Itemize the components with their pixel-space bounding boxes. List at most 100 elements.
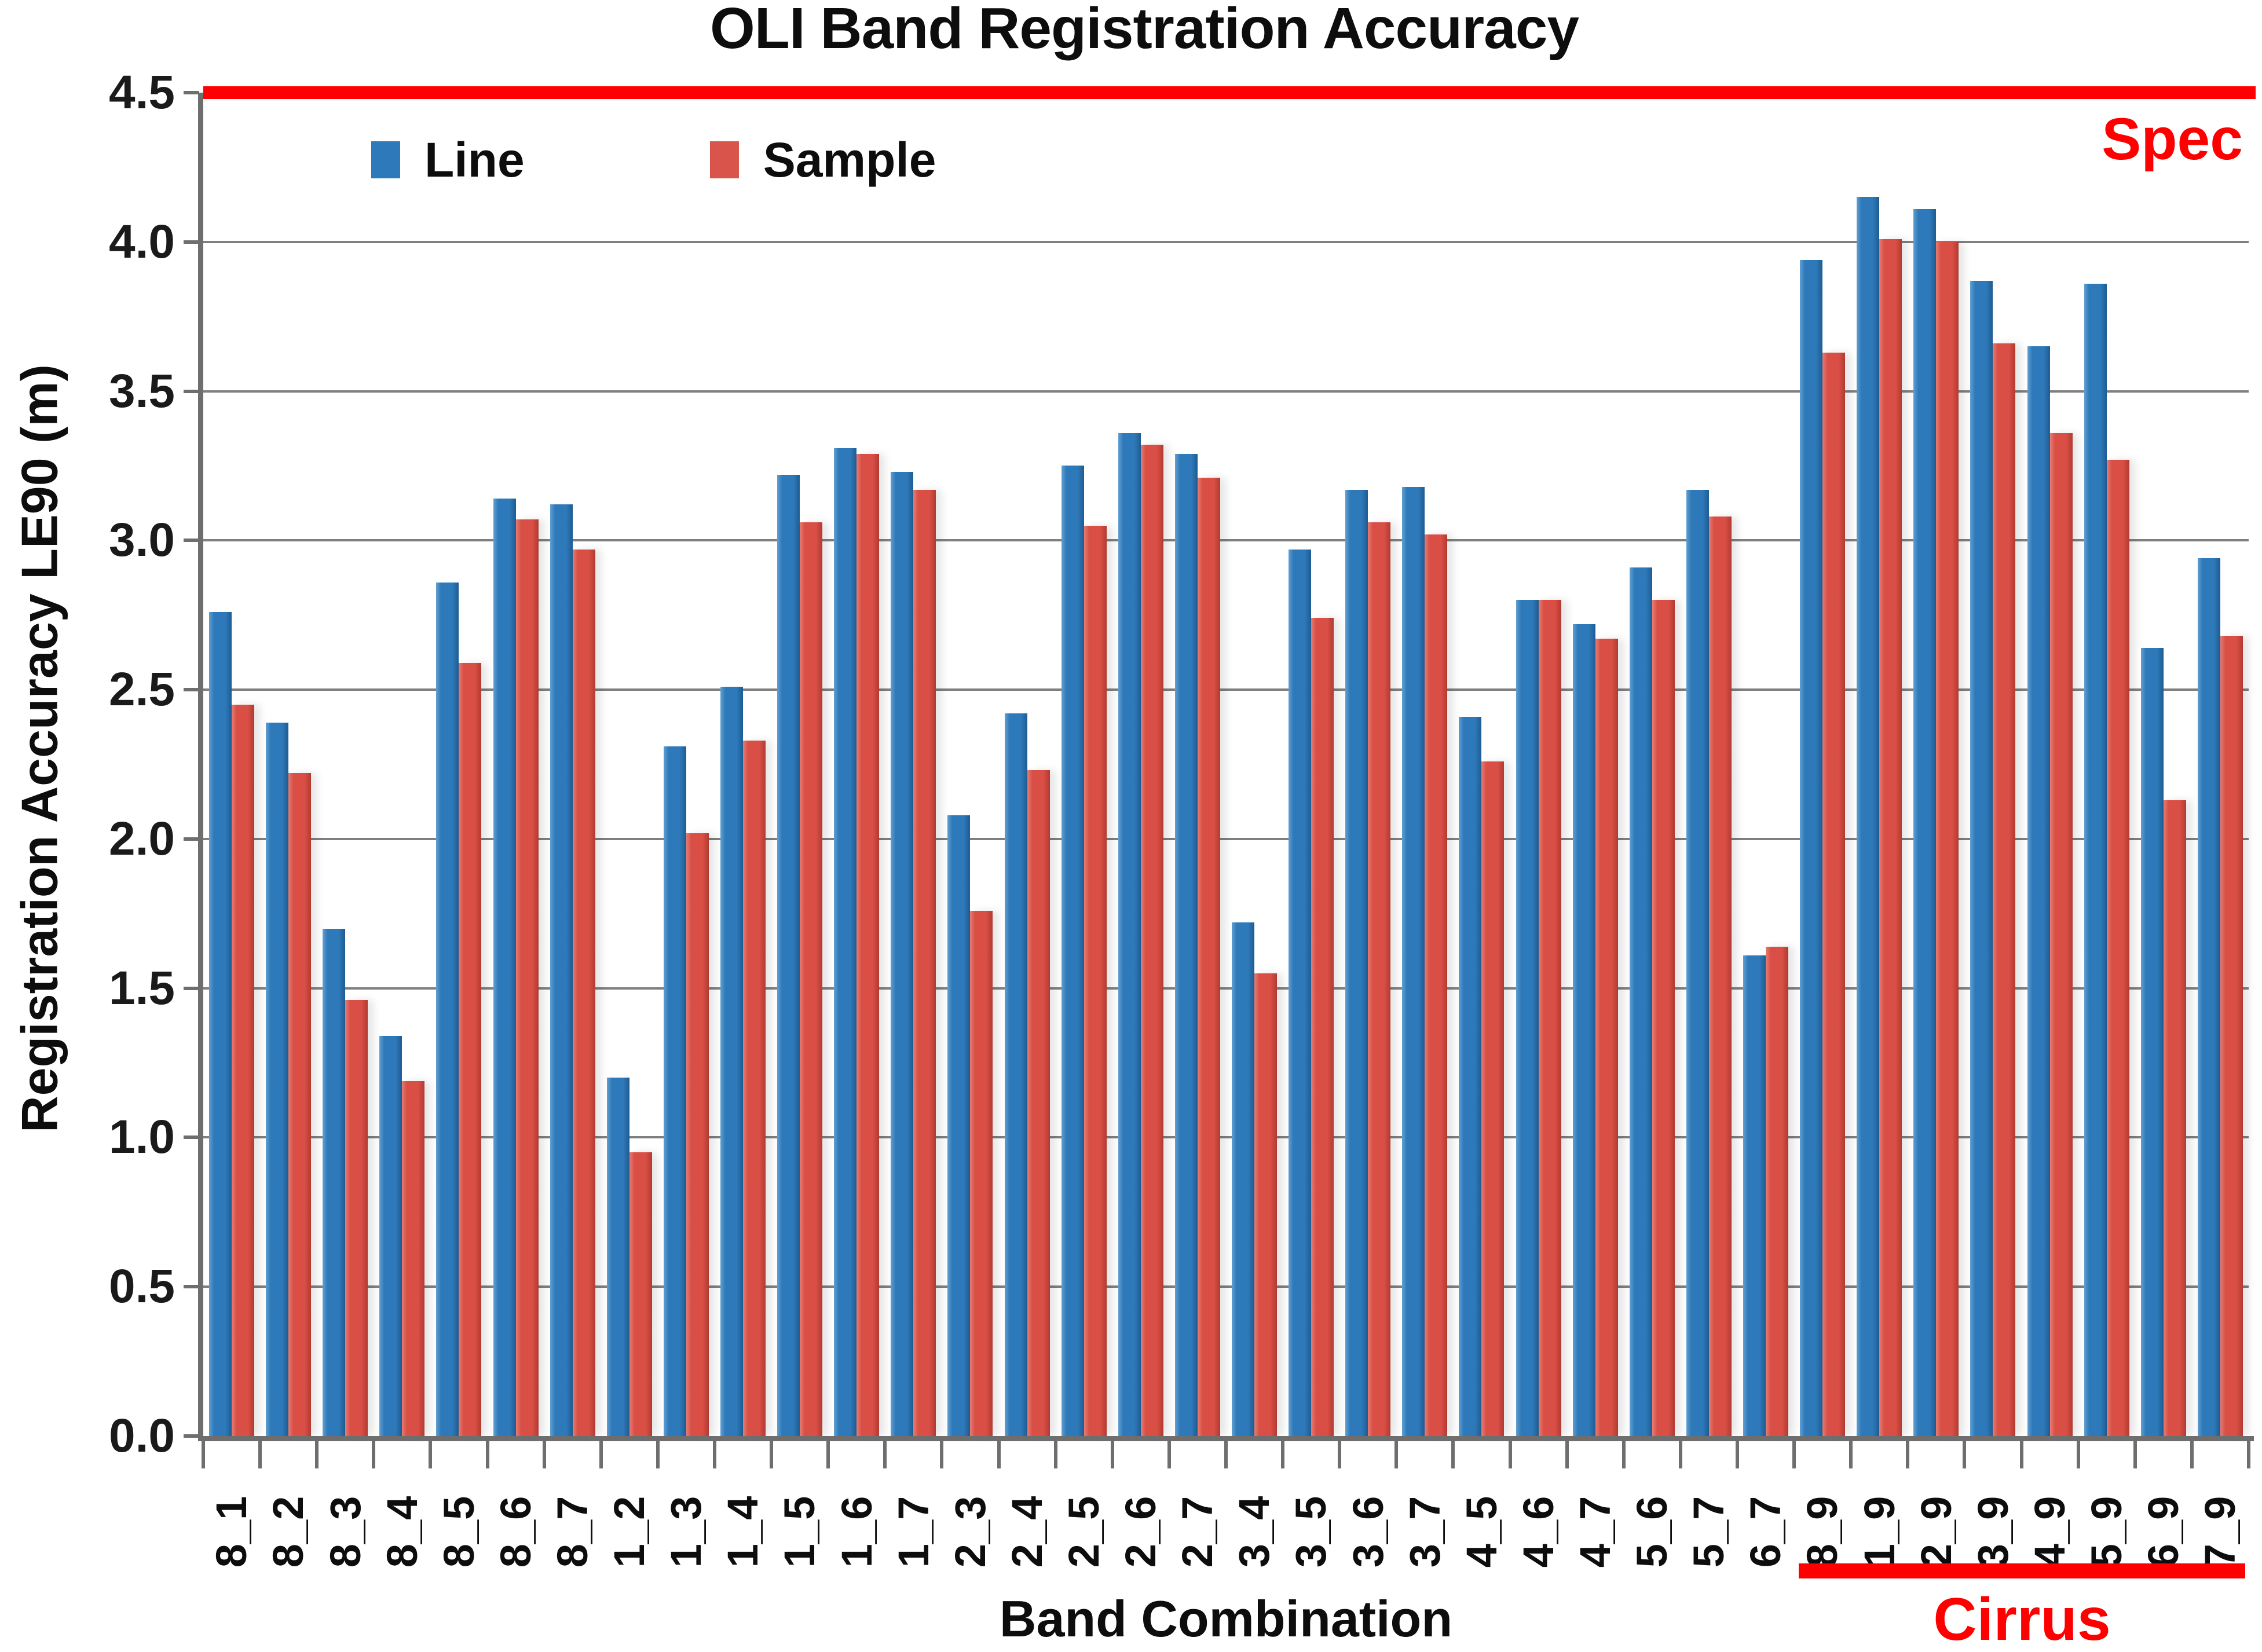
- bar-line-4_9: [2027, 346, 2050, 1436]
- y-tick-label-4.0: 4.0: [109, 215, 175, 268]
- bar-line-7_9: [2197, 558, 2220, 1436]
- spec-limit-line: [203, 86, 2256, 99]
- y-tick-mark-0.0: [184, 1434, 199, 1438]
- bar-group-2_4: [999, 93, 1056, 1436]
- x-tick-mark-12: [883, 1437, 887, 1468]
- bar-group-1_7: [885, 93, 942, 1436]
- bars-layer: [203, 93, 2249, 1436]
- bar-sample-8_2: [288, 773, 312, 1436]
- plot-area: Spec: [198, 86, 2256, 1441]
- y-tick-mark-1.5: [184, 986, 199, 990]
- gridline-3.5: [203, 390, 2249, 393]
- x-tick-mark-30: [1906, 1437, 1910, 1468]
- bar-group-7_9: [2192, 93, 2249, 1436]
- gridline-0.5: [203, 1285, 2249, 1288]
- bar-group-1_2: [601, 93, 658, 1436]
- legend-line-label: Line: [424, 133, 525, 187]
- bar-line-2_6: [1118, 433, 1141, 1436]
- x-tick-mark-10: [770, 1437, 774, 1468]
- x-tick-mark-28: [1792, 1437, 1796, 1468]
- bar-sample-8_4: [402, 1080, 425, 1436]
- bar-line-4_5: [1459, 716, 1482, 1436]
- x-tick-mark-8: [656, 1437, 660, 1468]
- x-tick-mark-3: [372, 1437, 376, 1468]
- bar-sample-8_1: [232, 704, 255, 1436]
- bar-line-2_9: [1913, 209, 1937, 1436]
- bar-line-2_5: [1061, 466, 1084, 1436]
- bar-line-8_4: [379, 1036, 402, 1436]
- y-tick-label-0.5: 0.5: [109, 1260, 175, 1313]
- bar-line-1_3: [663, 746, 686, 1436]
- gridline-2.5: [203, 688, 2249, 691]
- y-tick-label-3.5: 3.5: [109, 364, 175, 417]
- bar-line-5_6: [1629, 567, 1652, 1436]
- x-tick-mark-1: [258, 1437, 262, 1468]
- bar-group-8_1: [203, 93, 260, 1436]
- bar-sample-1_9: [1879, 239, 1902, 1436]
- bar-group-1_9: [1851, 93, 1908, 1436]
- bar-sample-2_9: [1936, 241, 1959, 1436]
- bar-line-4_7: [1572, 624, 1595, 1436]
- x-tick-mark-36: [2247, 1437, 2250, 1468]
- bar-group-4_9: [2022, 93, 2078, 1436]
- y-tick-label-1.0: 1.0: [109, 1111, 175, 1164]
- y-tick-mark-1.0: [184, 1135, 199, 1140]
- bar-line-3_7: [1402, 486, 1425, 1436]
- bar-group-3_6: [1339, 93, 1396, 1436]
- bar-sample-3_9: [1993, 343, 2016, 1436]
- bar-line-8_2: [266, 722, 289, 1436]
- x-tick-mark-2: [315, 1437, 319, 1468]
- bar-group-1_5: [771, 93, 828, 1436]
- bar-group-8_2: [260, 93, 317, 1436]
- bar-line-1_4: [720, 686, 744, 1436]
- x-tick-mark-24: [1565, 1437, 1569, 1468]
- cirrus-underline: [1799, 1563, 2245, 1578]
- bar-group-2_6: [1112, 93, 1169, 1436]
- bar-line-8_1: [209, 612, 232, 1436]
- bar-sample-8_5: [459, 662, 482, 1436]
- bar-line-8_5: [436, 582, 459, 1436]
- bar-sample-6_9: [2163, 800, 2186, 1436]
- bar-group-4_5: [1453, 93, 1510, 1436]
- bar-group-5_6: [1624, 93, 1681, 1436]
- x-tick-label-text: 7_9: [2196, 1496, 2245, 1567]
- bar-line-5_7: [1686, 489, 1709, 1436]
- bar-group-8_5: [430, 93, 487, 1436]
- x-tick-mark-4: [429, 1437, 433, 1468]
- bar-line-2_4: [1004, 713, 1027, 1436]
- x-tick-mark-19: [1281, 1437, 1285, 1468]
- bar-line-2_3: [947, 815, 971, 1436]
- bar-group-1_6: [828, 93, 885, 1436]
- legend-item-sample: Sample: [709, 135, 936, 184]
- bar-sample-8_7: [572, 549, 595, 1436]
- bar-sample-4_9: [2049, 433, 2073, 1436]
- bar-group-8_7: [544, 93, 601, 1436]
- bar-group-3_5: [1283, 93, 1339, 1436]
- y-tick-mark-3.0: [184, 539, 199, 543]
- bar-line-2_7: [1174, 453, 1198, 1436]
- bar-sample-2_5: [1084, 525, 1107, 1436]
- x-tick-mark-20: [1338, 1437, 1342, 1468]
- bar-sample-5_6: [1652, 600, 1675, 1436]
- x-axis-title: Band Combination: [999, 1590, 1453, 1647]
- bar-group-6_7: [1737, 93, 1794, 1436]
- bar-group-2_3: [942, 93, 998, 1436]
- x-axis-line: [198, 1436, 2254, 1441]
- y-tick-label-3.0: 3.0: [109, 514, 175, 567]
- x-tick-mark-14: [997, 1437, 1001, 1468]
- gridline-3.0: [203, 539, 2249, 542]
- x-tick-mark-0: [202, 1437, 205, 1468]
- bar-sample-1_4: [743, 740, 766, 1436]
- x-tick-mark-27: [1736, 1437, 1739, 1468]
- legend-item-line: Line: [371, 135, 525, 184]
- bar-line-1_9: [1857, 197, 1880, 1436]
- bar-sample-1_6: [857, 453, 880, 1436]
- x-tick-mark-15: [1053, 1437, 1057, 1468]
- x-tick-mark-23: [1508, 1437, 1512, 1468]
- x-tick-mark-5: [485, 1437, 489, 1468]
- x-tick-mark-11: [826, 1437, 830, 1468]
- bar-sample-8_9: [1822, 352, 1846, 1436]
- gridline-1.5: [203, 987, 2249, 990]
- bar-group-1_4: [715, 93, 771, 1436]
